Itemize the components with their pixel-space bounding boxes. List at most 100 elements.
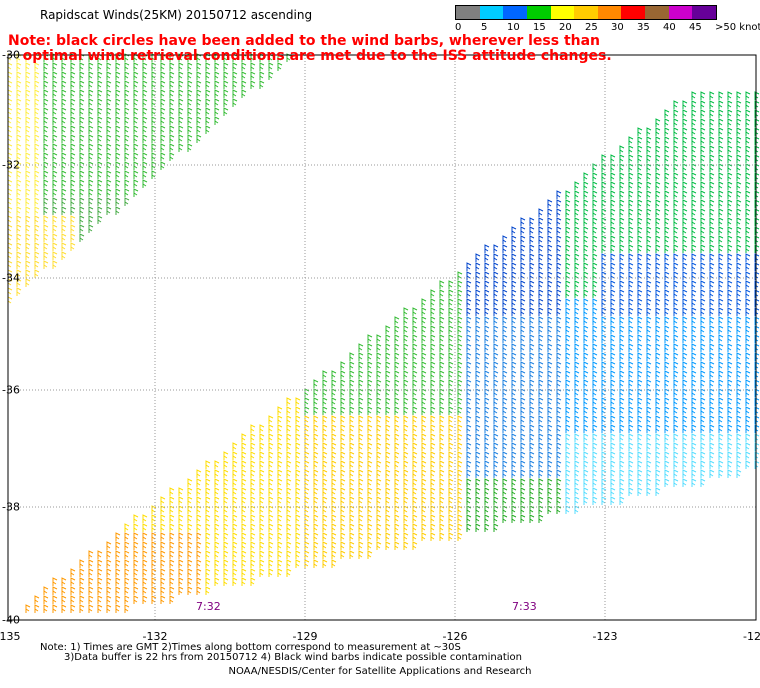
wind-barb bbox=[691, 343, 697, 352]
wind-barb bbox=[376, 541, 382, 550]
wind-barb bbox=[538, 415, 544, 424]
wind-barb bbox=[196, 116, 202, 125]
wind-barb bbox=[529, 397, 535, 406]
wind-barb bbox=[664, 136, 670, 145]
wind-barb bbox=[682, 352, 688, 361]
wind-barb bbox=[169, 496, 175, 505]
wind-barb bbox=[115, 170, 121, 179]
wind-barb bbox=[61, 586, 67, 595]
wind-barb bbox=[511, 514, 517, 523]
wind-barb bbox=[619, 190, 625, 199]
legend-swatch bbox=[621, 6, 646, 19]
wind-barb bbox=[241, 89, 247, 98]
wind-barb bbox=[394, 451, 400, 460]
wind-barb bbox=[259, 514, 265, 523]
wind-barb bbox=[187, 134, 193, 143]
wind-barb bbox=[16, 260, 22, 269]
wind-barb bbox=[421, 424, 427, 433]
wind-barb bbox=[214, 568, 220, 577]
wind-barb bbox=[583, 262, 589, 271]
wind-barb bbox=[520, 487, 526, 496]
wind-barb bbox=[124, 134, 130, 143]
wind-barb bbox=[133, 541, 139, 550]
wind-barb bbox=[187, 514, 193, 523]
wind-barb bbox=[574, 298, 580, 307]
wind-barb bbox=[466, 379, 472, 388]
wind-barb bbox=[88, 206, 94, 215]
wind-barb bbox=[97, 152, 103, 161]
wind-barb bbox=[286, 424, 292, 433]
wind-barb bbox=[547, 361, 553, 370]
wind-barb bbox=[475, 460, 481, 469]
wind-barb bbox=[475, 451, 481, 460]
wind-barb bbox=[529, 451, 535, 460]
wind-barb bbox=[448, 379, 454, 388]
wind-barb bbox=[646, 262, 652, 271]
wind-barb bbox=[592, 406, 598, 415]
wind-barb bbox=[97, 143, 103, 152]
wind-barb bbox=[745, 289, 751, 298]
wind-barb bbox=[637, 370, 643, 379]
wind-barb bbox=[583, 298, 589, 307]
wind-barb bbox=[691, 136, 697, 145]
wind-barb bbox=[565, 280, 571, 289]
wind-barb bbox=[565, 433, 571, 442]
wind-barb bbox=[574, 334, 580, 343]
wind-barb bbox=[592, 478, 598, 487]
wind-barb bbox=[52, 233, 58, 242]
wind-barb bbox=[484, 352, 490, 361]
wind-barb bbox=[331, 523, 337, 532]
wind-barb bbox=[727, 127, 733, 136]
wind-barb bbox=[439, 487, 445, 496]
wind-barb bbox=[151, 577, 157, 586]
wind-barb bbox=[7, 80, 13, 89]
wind-barb bbox=[529, 226, 535, 235]
wind-barb bbox=[691, 397, 697, 406]
wind-barb bbox=[448, 478, 454, 487]
wind-barb bbox=[457, 316, 463, 325]
wind-barb bbox=[439, 307, 445, 316]
wind-barb bbox=[358, 379, 364, 388]
wind-barb bbox=[475, 361, 481, 370]
wind-barb bbox=[637, 181, 643, 190]
wind-barb bbox=[187, 586, 193, 595]
wind-barb bbox=[88, 170, 94, 179]
wind-barb bbox=[520, 370, 526, 379]
wind-barb bbox=[232, 568, 238, 577]
wind-barb bbox=[565, 388, 571, 397]
wind-barb bbox=[376, 487, 382, 496]
wind-barb bbox=[655, 217, 661, 226]
wind-barb bbox=[439, 505, 445, 514]
wind-barb bbox=[520, 352, 526, 361]
wind-barb bbox=[493, 316, 499, 325]
wind-barb bbox=[610, 154, 616, 163]
wind-barb bbox=[682, 109, 688, 118]
wind-barb bbox=[673, 370, 679, 379]
map-frame bbox=[7, 54, 757, 621]
wind-barb bbox=[664, 451, 670, 460]
wind-barb bbox=[88, 143, 94, 152]
wind-barb bbox=[421, 469, 427, 478]
wind-barb bbox=[61, 98, 67, 107]
wind-barb bbox=[466, 415, 472, 424]
wind-barb bbox=[556, 469, 562, 478]
wind-barb bbox=[547, 226, 553, 235]
wind-barb bbox=[43, 233, 49, 242]
wind-barb bbox=[52, 577, 58, 586]
wind-barb bbox=[664, 307, 670, 316]
wind-barb bbox=[475, 343, 481, 352]
wind-barb bbox=[646, 379, 652, 388]
wind-barb bbox=[718, 352, 724, 361]
wind-barb bbox=[511, 415, 517, 424]
wind-barb bbox=[70, 170, 76, 179]
wind-barb bbox=[538, 361, 544, 370]
wind-barb bbox=[556, 208, 562, 217]
wind-barb bbox=[457, 406, 463, 415]
wind-barb bbox=[106, 116, 112, 125]
wind-barb bbox=[664, 361, 670, 370]
wind-barb bbox=[331, 397, 337, 406]
latitude-tick-label: -30 bbox=[2, 48, 20, 62]
wind-barb bbox=[385, 406, 391, 415]
wind-barb bbox=[43, 595, 49, 604]
legend-label: 0 bbox=[455, 22, 462, 33]
